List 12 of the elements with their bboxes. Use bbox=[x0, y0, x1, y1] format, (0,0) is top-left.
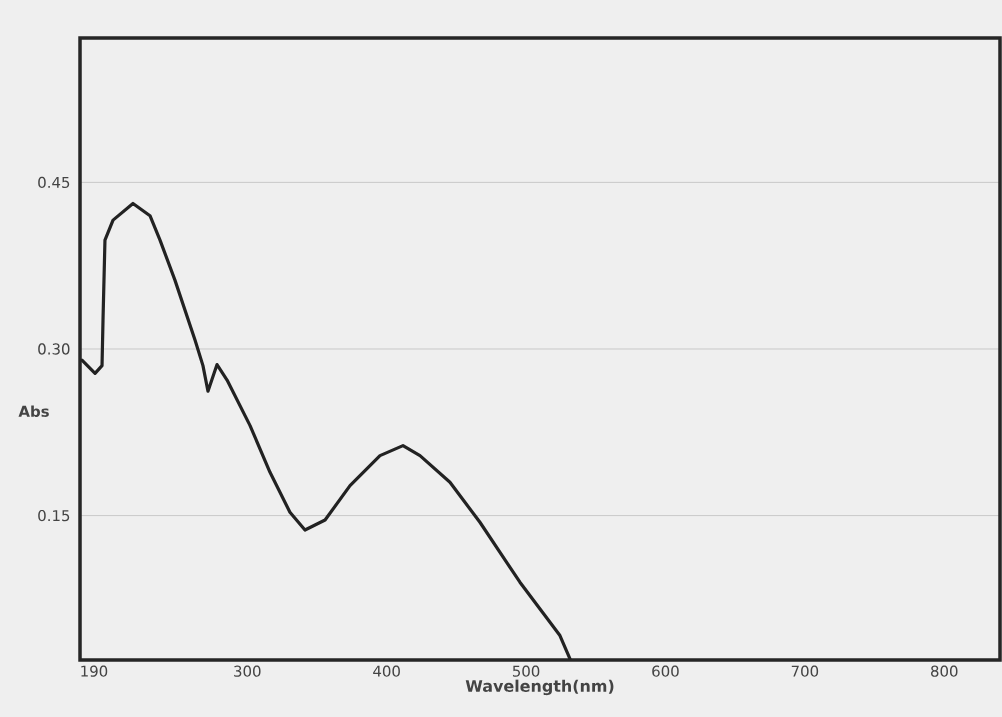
x-tick-label: 400 bbox=[373, 665, 400, 677]
x-tick-label: 800 bbox=[931, 665, 958, 677]
x-tick-label: 600 bbox=[652, 665, 679, 677]
x-tick-label: 300 bbox=[234, 665, 261, 677]
x-tick-label: 190 bbox=[81, 665, 108, 677]
x-tick-label: 700 bbox=[791, 665, 819, 677]
x-tick-label: 500 bbox=[512, 665, 540, 677]
y-tick-label: 0.45 bbox=[38, 176, 70, 189]
y-tick-label: 0.30 bbox=[38, 343, 70, 355]
y-tick-label: 0.15 bbox=[38, 509, 70, 522]
y-axis-title: Abs bbox=[18, 405, 49, 417]
x-axis-title: Wavelength(nm) bbox=[465, 679, 614, 696]
